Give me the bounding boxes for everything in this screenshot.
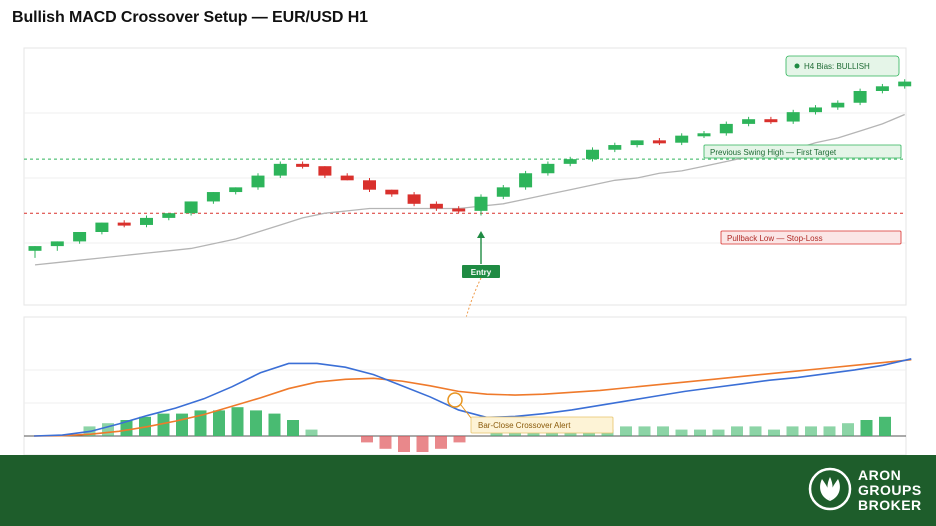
candle-4	[117, 222, 131, 226]
candle-15	[363, 180, 376, 190]
histogram-bar-22	[435, 436, 447, 449]
candle-5	[140, 217, 153, 225]
candle-25	[586, 149, 599, 160]
histogram-bar-13	[268, 413, 281, 436]
pullback-label-box	[720, 230, 902, 245]
crossover-circle-icon	[447, 392, 463, 408]
candle-27	[630, 140, 644, 146]
candle-3	[95, 222, 109, 232]
candle-18	[429, 203, 443, 209]
candle-19	[452, 208, 466, 212]
histogram-bar-7	[157, 413, 170, 436]
swing-high-label-box	[703, 144, 902, 159]
histogram-bar-41	[786, 426, 799, 436]
histogram-bar-44	[842, 423, 854, 436]
entry-label: Entry	[471, 268, 492, 277]
histogram-bar-19	[379, 436, 392, 449]
candle-20	[474, 196, 488, 211]
histogram-bar-42	[805, 426, 817, 436]
brand-logo: ARON GROUPS BROKER	[808, 465, 926, 515]
candle-33	[764, 119, 778, 123]
histogram-bar-32	[620, 426, 632, 436]
candle-39	[898, 81, 912, 87]
histogram-bar-25	[490, 432, 503, 436]
candle-17	[407, 194, 421, 204]
candle-38	[875, 86, 889, 91]
brand-footer	[0, 455, 936, 526]
h4-bias-dot	[794, 63, 800, 69]
histogram-bar-15	[305, 429, 318, 436]
histogram-bar-35	[675, 429, 688, 436]
candle-35	[809, 107, 822, 113]
candle-9	[229, 187, 243, 193]
candle-2	[73, 232, 87, 242]
candle-30	[697, 133, 711, 137]
histogram-bar-23	[453, 436, 466, 443]
histogram-bar-8	[176, 413, 188, 436]
candle-22	[519, 173, 533, 188]
logo-line-broker: BROKER	[858, 497, 922, 513]
candle-14	[340, 175, 354, 181]
candle-16	[385, 189, 399, 195]
candle-36	[831, 102, 845, 108]
histogram-bar-43	[823, 426, 836, 436]
histogram-bar-46	[879, 416, 891, 436]
histogram-bar-10	[213, 410, 225, 436]
candle-26	[608, 145, 622, 150]
candle-8	[206, 192, 220, 202]
histogram-bar-20	[398, 436, 410, 452]
histogram-bar-5	[120, 420, 133, 436]
price-panel	[23, 47, 907, 306]
candle-34	[786, 112, 800, 122]
candle-32	[742, 119, 756, 124]
candle-28	[652, 140, 666, 144]
crossover-label: Bar-Close Crossover Alert	[478, 421, 571, 430]
histogram-bar-45	[860, 420, 873, 436]
candle-0	[28, 246, 42, 251]
h4-bias-label: H4 Bias: BULLISH	[804, 62, 870, 71]
pullback-label: Pullback Low — Stop-Loss	[727, 234, 823, 243]
leaf-logo-icon	[808, 467, 852, 511]
chart-title: Bullish MACD Crossover Setup — EUR/USD H…	[12, 9, 368, 26]
candle-31	[719, 123, 733, 134]
entry-label-box	[462, 265, 500, 278]
entry-arrow-icon	[477, 231, 485, 238]
candle-10	[251, 175, 265, 188]
histogram-bar-40	[768, 429, 780, 436]
histogram-bar-21	[416, 436, 429, 452]
crossover-label-box	[470, 416, 614, 434]
histogram-bar-11	[231, 407, 244, 436]
histogram-bar-36	[694, 429, 706, 436]
candle-23	[541, 163, 555, 174]
histogram-bar-37	[712, 429, 725, 436]
logo-line-groups: GROUPS	[858, 482, 922, 498]
histogram-bar-12	[250, 410, 262, 436]
histogram-bar-39	[749, 426, 762, 436]
candle-29	[675, 135, 689, 143]
h4-bias-box	[785, 55, 900, 77]
histogram-bar-14	[287, 420, 299, 436]
candle-6	[162, 213, 176, 218]
swing-high-label: Previous Swing High — First Target	[710, 148, 837, 157]
candle-12	[296, 163, 310, 167]
candle-24	[563, 159, 577, 164]
histogram-bar-33	[638, 426, 651, 436]
candle-1	[50, 241, 64, 247]
candle-7	[184, 201, 198, 214]
histogram-bar-34	[657, 426, 669, 436]
logo-line-aron: ARON	[858, 467, 902, 483]
candle-11	[273, 163, 287, 176]
candle-13	[318, 166, 332, 176]
candle-37	[853, 91, 867, 103]
crossover-pointer	[460, 404, 472, 419]
histogram-bar-38	[731, 426, 743, 436]
histogram-bar-26	[509, 432, 521, 436]
signal-line	[33, 358, 912, 437]
macd-line	[33, 358, 912, 437]
candle-21	[496, 187, 510, 197]
histogram-bar-18	[361, 436, 373, 443]
